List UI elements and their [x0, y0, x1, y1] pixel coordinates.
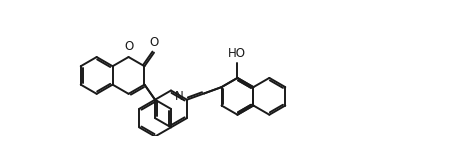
Text: O: O: [125, 40, 134, 53]
Text: N: N: [175, 90, 184, 103]
Text: HO: HO: [228, 47, 246, 60]
Text: O: O: [150, 36, 159, 49]
